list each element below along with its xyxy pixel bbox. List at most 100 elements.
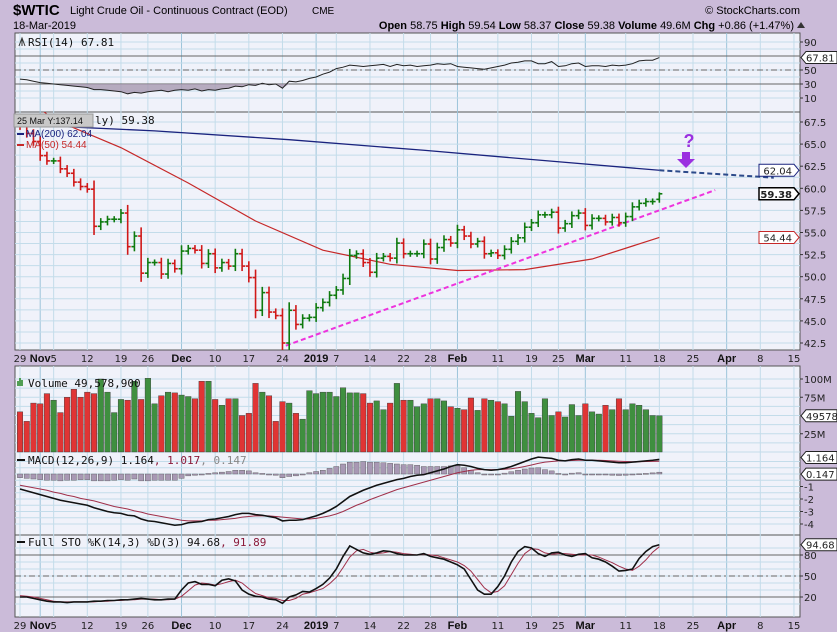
price-bar: [481, 236, 488, 259]
macd-histogram-bar: [57, 473, 64, 482]
volume-bar: [326, 391, 333, 453]
macd-histogram-bar: [17, 473, 23, 478]
macd-hist-value-box: [800, 467, 837, 481]
volume-bar: [541, 398, 548, 453]
macd-histogram-bar: [151, 473, 158, 481]
macd-histogram-bar: [643, 473, 649, 475]
volume-bar: [636, 405, 643, 453]
ma200-line: [19, 124, 660, 171]
price-bar: [595, 215, 602, 222]
volume-bar: [259, 391, 266, 453]
volume-bar: [501, 403, 508, 453]
price-bar: [178, 245, 185, 275]
macd-histogram-bar: [427, 466, 434, 475]
volume-bar: [366, 402, 373, 453]
macd-histogram-bar: [118, 473, 124, 480]
volume-bar: [360, 393, 367, 453]
volume-bar: [97, 378, 104, 453]
close-label: Close: [554, 20, 584, 32]
price-bar: [144, 257, 151, 278]
rsi-value: 67.81: [806, 54, 835, 65]
chg-label: Chg: [694, 20, 715, 32]
rsi-icon: [18, 36, 26, 47]
volume-bar: [212, 399, 219, 453]
volume-bar: [582, 403, 589, 453]
price-bar: [299, 314, 306, 329]
date-tick-label: 25: [552, 354, 565, 365]
macd-histogram-bar: [124, 473, 131, 481]
price-bar: [104, 215, 111, 226]
volume-bar: [245, 413, 252, 453]
macd-histogram-bar: [104, 473, 111, 482]
macd-histogram-bar: [299, 473, 306, 476]
price-bar: [461, 225, 468, 241]
date-tick-label: Apr: [717, 620, 737, 632]
date-tick-label: 25: [687, 354, 700, 365]
price-bar: [272, 308, 279, 320]
volume-bar: [198, 380, 205, 453]
price-bar: [649, 198, 656, 205]
macd-histogram-bar: [454, 465, 461, 475]
volume-bar: [454, 408, 461, 453]
date-tick-label: 26: [142, 354, 155, 365]
macd-histogram-bar: [50, 473, 57, 481]
ma200-legend: MA(200) 62.04: [26, 129, 93, 140]
price-axis-label: 57.5: [804, 206, 826, 217]
date-tick-label: 18: [653, 621, 666, 632]
copyright: © StockCharts.com: [705, 5, 800, 17]
macd-signal-label: , 1.017: [154, 454, 200, 467]
date-tick-label: Dec: [171, 620, 191, 632]
volume-bar: [488, 399, 495, 453]
volume-bar: [595, 413, 602, 453]
date-tick-label: 8: [757, 621, 763, 632]
volume-bar: [521, 401, 528, 453]
macd-histogram-bar: [259, 473, 266, 475]
price-bar: [380, 253, 387, 262]
price-bar: [434, 242, 441, 264]
macd-histogram-bar: [111, 473, 118, 481]
price-bar: [609, 213, 616, 226]
macd-histogram-bar: [71, 473, 77, 481]
price-bar: [400, 238, 407, 259]
macd-axis-label: -4: [804, 520, 814, 531]
volume-bar: [178, 394, 185, 453]
sto-k-line: [20, 543, 660, 605]
macd-histogram-bar: [569, 472, 575, 475]
date-tick-label: 12: [81, 621, 94, 632]
price-bar: [636, 199, 643, 211]
volume-bar: [50, 399, 57, 453]
price-bar: [360, 249, 367, 267]
volume-bar: [306, 390, 313, 453]
crosshair-tooltip-box: [13, 113, 94, 128]
sto-axis-label: 50: [804, 572, 817, 583]
price-bar: [225, 258, 232, 270]
price-bar: [212, 248, 219, 274]
price-bar: [501, 245, 508, 260]
date-tick-label: 29: [14, 354, 27, 365]
rsi-label: RSI(14) 67.81: [28, 36, 114, 49]
price-bar: [589, 214, 596, 230]
volume-label: Volume 49,578,900: [28, 377, 141, 390]
rsi-axis-label: 30: [804, 80, 817, 91]
question-mark-annotation: ?: [684, 131, 695, 151]
price-bar: [575, 209, 582, 220]
macd-histogram-bar: [239, 470, 245, 475]
ma50-legend: MA(50) 54.44: [26, 140, 87, 151]
macd-histogram-bar: [64, 473, 70, 481]
price-bar: [198, 245, 205, 269]
up-triangle-icon: [797, 22, 805, 28]
price-bar: [151, 259, 158, 266]
date-tick-label: 22: [397, 354, 410, 365]
price-bar: [474, 237, 481, 248]
macd-histogram-bar: [616, 473, 622, 476]
price-bar: [346, 248, 353, 286]
date-tick-label: 25: [687, 621, 700, 632]
volume-bar: [151, 403, 158, 453]
price-bar: [656, 192, 663, 203]
macd-signal-line: [19, 459, 660, 522]
date-tick-label: 7: [333, 354, 339, 365]
price-bar: [602, 214, 609, 226]
volume-bar: [387, 402, 394, 453]
price-bar: [185, 244, 192, 255]
